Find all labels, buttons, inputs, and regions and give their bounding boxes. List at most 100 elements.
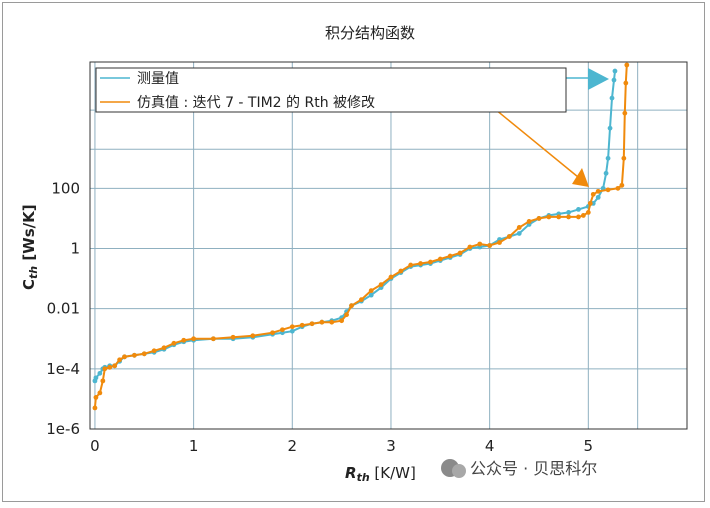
data-point bbox=[576, 214, 581, 220]
data-point bbox=[250, 333, 256, 339]
data-point bbox=[603, 170, 609, 176]
x-axis-label-main: R bbox=[345, 464, 357, 482]
data-point bbox=[585, 210, 591, 215]
data-point bbox=[418, 261, 423, 266]
series-line bbox=[93, 70, 616, 382]
data-point bbox=[181, 337, 187, 343]
x-tick-label: 4 bbox=[485, 437, 495, 455]
data-point bbox=[344, 312, 349, 318]
measured-arrow-head bbox=[588, 68, 609, 90]
y-tick-label: 0.01 bbox=[47, 300, 80, 318]
data-point bbox=[117, 357, 123, 363]
data-point bbox=[210, 336, 216, 342]
grid bbox=[90, 62, 687, 430]
data-point bbox=[171, 340, 177, 346]
data-point bbox=[92, 405, 98, 411]
data-point bbox=[349, 303, 354, 309]
data-point bbox=[437, 256, 443, 262]
data-point bbox=[132, 352, 137, 358]
tick-labels: 0 1 2 3 4 5 1e-6 1e-4 0.01 1 100 bbox=[46, 179, 593, 455]
x-tick-label: 2 bbox=[288, 437, 298, 455]
data-point bbox=[309, 321, 315, 327]
data-point bbox=[467, 244, 473, 250]
data-point bbox=[447, 253, 453, 259]
data-point bbox=[595, 188, 601, 194]
y-axis-label-sub: th bbox=[27, 266, 40, 279]
data-point bbox=[289, 328, 295, 334]
x-tick-label: 5 bbox=[584, 437, 594, 455]
data-point bbox=[506, 234, 512, 239]
data-point bbox=[612, 68, 618, 74]
series-layer bbox=[92, 62, 630, 411]
data-point bbox=[93, 395, 99, 400]
data-point bbox=[368, 292, 374, 298]
data-point bbox=[576, 207, 581, 212]
y-tick-label: 1e-6 bbox=[46, 420, 80, 438]
data-point bbox=[605, 187, 611, 193]
data-point bbox=[624, 62, 630, 68]
series-measured bbox=[92, 68, 618, 384]
data-point bbox=[378, 282, 384, 288]
data-point bbox=[299, 322, 305, 328]
data-point bbox=[611, 77, 617, 83]
watermark: 公众号 · 贝思科尔 bbox=[441, 459, 597, 478]
data-point bbox=[368, 288, 374, 294]
y-axis-label: Cth [Ws/K] bbox=[20, 204, 40, 290]
data-point bbox=[151, 348, 157, 354]
x-tick-label: 1 bbox=[189, 437, 199, 455]
data-point bbox=[161, 345, 167, 351]
y-tick-label: 100 bbox=[51, 179, 80, 197]
data-point bbox=[270, 330, 275, 336]
data-point bbox=[339, 318, 345, 324]
data-point bbox=[97, 390, 103, 396]
data-point bbox=[516, 225, 522, 230]
data-point bbox=[566, 214, 571, 220]
y-axis-label-main: C bbox=[20, 279, 38, 290]
legend-label-measured: 测量值 bbox=[137, 71, 179, 87]
data-point bbox=[93, 375, 99, 381]
data-point bbox=[428, 259, 433, 265]
y-axis-label-unit: [Ws/K] bbox=[20, 204, 38, 266]
data-point bbox=[191, 336, 197, 342]
data-point bbox=[408, 262, 414, 268]
data-point bbox=[587, 200, 593, 206]
data-point bbox=[536, 216, 542, 221]
plot-border bbox=[89, 61, 688, 430]
simulated-arrow-line bbox=[489, 104, 579, 178]
data-point bbox=[107, 364, 113, 370]
data-point bbox=[605, 155, 611, 161]
x-tick-label: 3 bbox=[386, 437, 396, 455]
data-point bbox=[580, 213, 586, 218]
y-tick-label: 1 bbox=[70, 240, 80, 258]
y-tick-label: 1e-4 bbox=[46, 360, 80, 378]
data-point bbox=[122, 354, 127, 360]
simulated-arrow-head bbox=[572, 168, 589, 187]
data-point bbox=[141, 351, 147, 357]
x-tick-label: 0 bbox=[90, 437, 100, 455]
data-point bbox=[623, 80, 629, 86]
legend: 测量值 仿真值 : 迭代 7 - TIM2 的 Rth 被修改 bbox=[95, 67, 567, 113]
data-point bbox=[497, 240, 502, 245]
data-point bbox=[329, 319, 335, 325]
data-point bbox=[566, 210, 571, 215]
data-point bbox=[280, 327, 285, 333]
data-point bbox=[595, 194, 601, 200]
data-point bbox=[97, 370, 103, 376]
data-point bbox=[230, 334, 236, 340]
data-point bbox=[477, 241, 483, 247]
data-point bbox=[289, 324, 295, 330]
data-point bbox=[102, 366, 108, 372]
chart-title: 积分结构函数 bbox=[325, 24, 415, 42]
data-point bbox=[615, 185, 621, 191]
x-axis-label: Rth [K/W] bbox=[345, 464, 416, 484]
data-point bbox=[100, 378, 106, 384]
series-line bbox=[93, 64, 628, 408]
data-point bbox=[546, 214, 552, 220]
data-point bbox=[112, 363, 118, 369]
data-point bbox=[457, 250, 463, 256]
data-point bbox=[388, 274, 394, 280]
data-point bbox=[556, 214, 562, 220]
data-point bbox=[526, 219, 532, 224]
x-axis-label-sub: th bbox=[357, 471, 370, 484]
